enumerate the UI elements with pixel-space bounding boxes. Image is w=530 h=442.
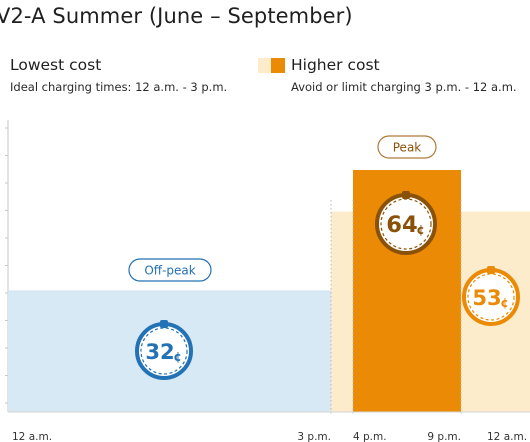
x-tick-label: 3 p.m. [297,431,331,442]
legend-lowest: Lowest cost Ideal charging times: 12 a.m… [10,56,227,94]
peak-tag-pill [377,135,437,159]
legend-swatch-light [258,58,273,73]
offpeak-price-badge-inner-ring [140,327,188,375]
peak-price-badge-value: 64 [386,212,417,238]
legend-higher-swatch [258,58,285,73]
peak-tag-label: Peak [393,141,422,155]
chart-title: V2-A Summer (June – September) [0,4,353,28]
midpeak-price-badge-plug-icon [487,266,495,274]
x-tick-label: 9 p.m. [427,431,461,442]
midpeak-price-badge-unit: ¢ [500,296,508,310]
x-tick-label: 12 a.m. [12,431,52,442]
bar-1 [331,211,353,412]
legend-lowest-sub: Ideal charging times: 12 a.m. - 3 p.m. [10,80,228,94]
legend-swatch-dark [271,58,285,73]
legend-higher: Higher cost Avoid or limit charging 3 p.… [258,56,517,94]
offpeak-price-badge-unit: ¢ [173,350,181,364]
legend-higher-sub: Avoid or limit charging 3 p.m. - 12 a.m. [291,80,517,94]
legend-lowest-label: Lowest cost [10,56,102,74]
legend-higher-label: Higher cost [291,56,380,74]
offpeak-price-badge-value: 32 [145,339,174,364]
x-tick-label: 12 a.m. [487,431,527,442]
offpeak-tag-label: Off-peak [144,264,195,278]
peak-price-badge-unit: ¢ [416,223,424,237]
offpeak-price-badge-plug-icon [160,320,168,328]
offpeak-tag-pill [128,258,212,282]
peak-price-badge-plug-icon [402,191,410,199]
midpeak-price-badge-inner-ring [467,273,515,321]
midpeak-price-badge-value: 53 [472,285,501,310]
x-tick-label: 4 p.m. [353,431,387,442]
